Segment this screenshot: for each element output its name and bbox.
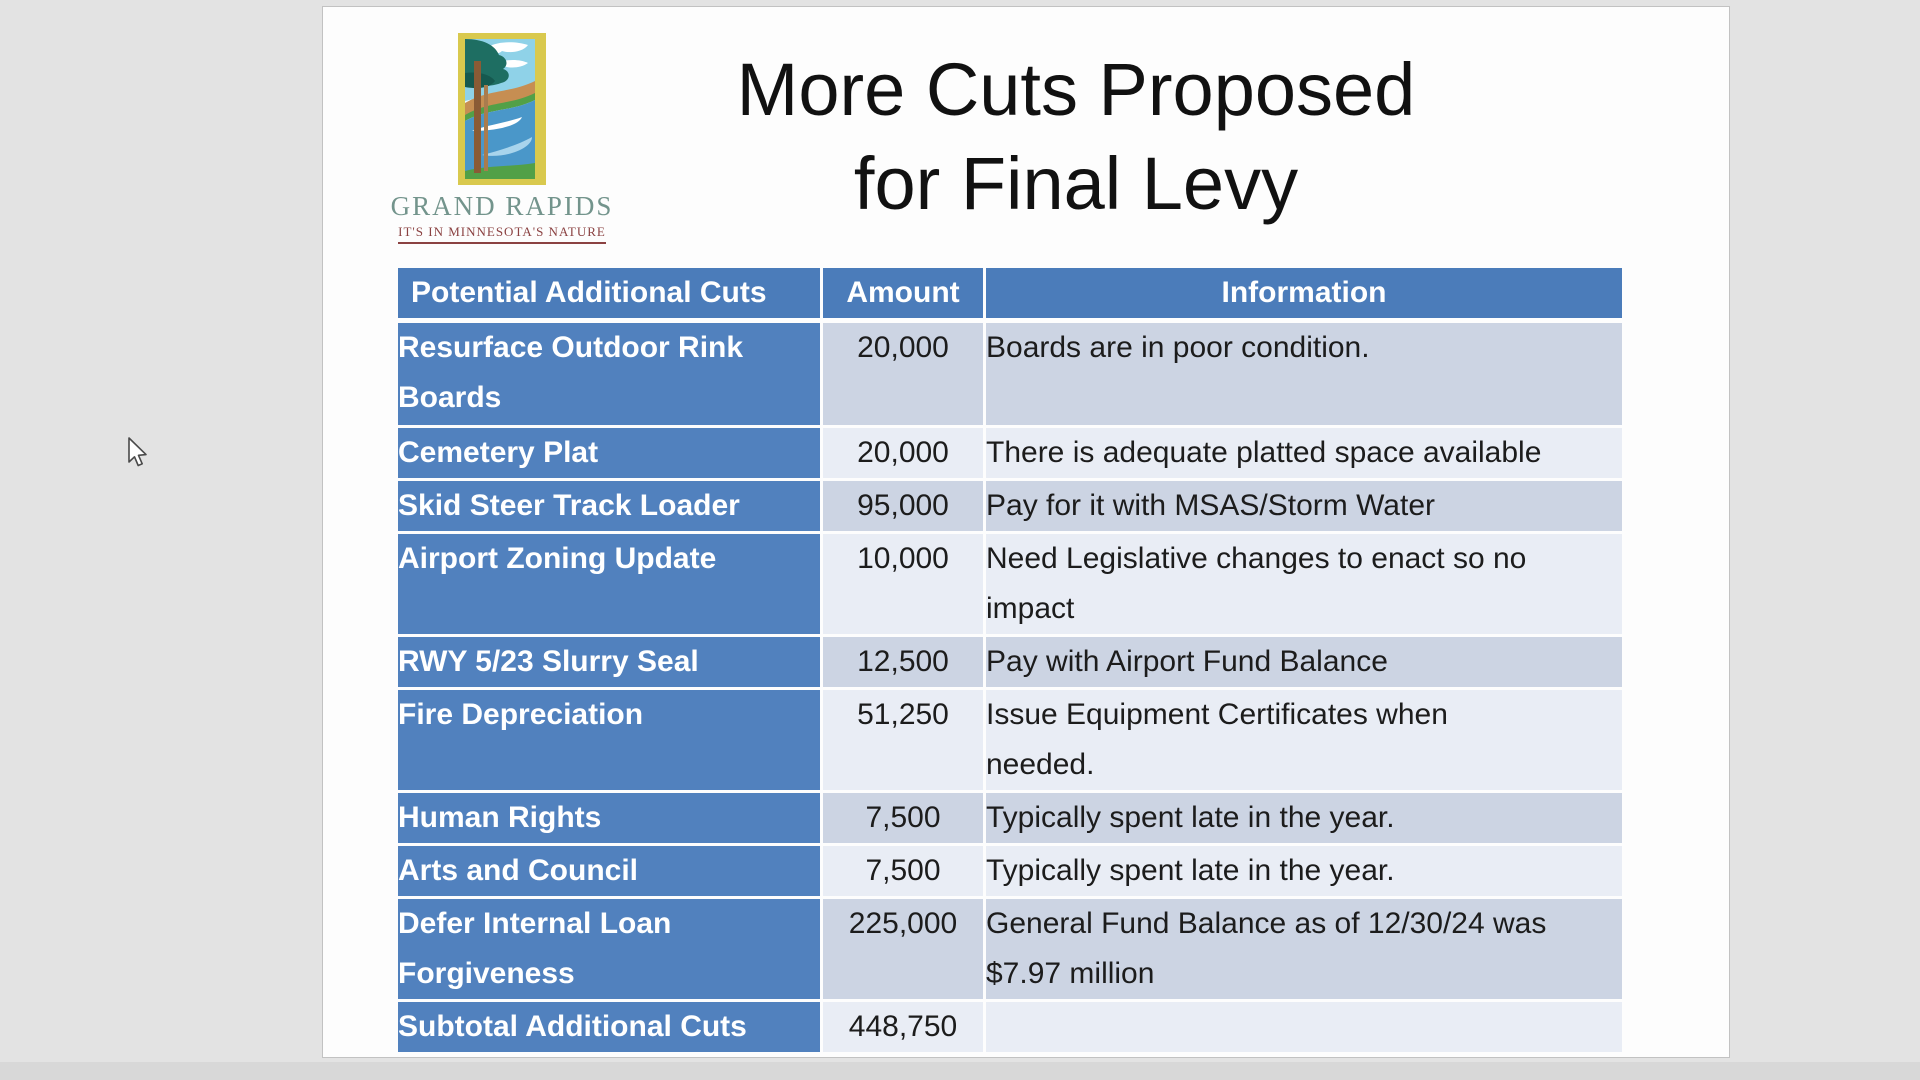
cut-item-cell: Defer Internal Loan Forgiveness xyxy=(398,899,820,999)
table-header-row: Potential Additional Cuts Amount Informa… xyxy=(398,268,1622,320)
slide-title: More Cuts Proposed for Final Levy xyxy=(443,43,1709,231)
table-row: Human Rights 7,500 Typically spent late in… xyxy=(398,793,1622,843)
table-row: Skid Steer Track Loader 95,000 Pay for it … xyxy=(398,481,1622,531)
cut-item-cell: Fire Depreciation xyxy=(398,690,820,790)
slide-title-line1: More Cuts Proposed xyxy=(736,48,1416,131)
table-row: Arts and Council 7,500 Typically spent lat… xyxy=(398,846,1622,896)
table-row: Airport Zoning Update 10,000 Need Legislat… xyxy=(398,534,1622,634)
grand-rapids-logo-icon xyxy=(458,33,546,185)
amount-cell: 20,000 xyxy=(823,428,983,478)
header-amount: Amount xyxy=(823,268,983,320)
info-cell: Boards are in poor condition. xyxy=(986,323,1622,425)
info-cell xyxy=(986,1002,1622,1052)
logo-wordmark: GRAND RAPIDS xyxy=(390,191,614,221)
amount-cell: 51,250 xyxy=(823,690,983,790)
amount-cell: 7,500 xyxy=(823,793,983,843)
table-row: Defer Internal Loan Forgiveness 225,000 Ge… xyxy=(398,899,1622,999)
amount-cell: 20,000 xyxy=(823,323,983,425)
amount-cell: 225,000 xyxy=(823,899,983,999)
info-cell: Need Legislative changes to enact so no … xyxy=(986,534,1622,634)
cut-item-cell: RWY 5/23 Slurry Seal xyxy=(398,637,820,687)
info-cell: Pay for it with MSAS/Storm Water xyxy=(986,481,1622,531)
header-potential-additional-cuts: Potential Additional Cuts xyxy=(398,268,820,320)
cut-item-cell: Human Rights xyxy=(398,793,820,843)
info-cell: Issue Equipment Certificates when needed… xyxy=(986,690,1622,790)
bottom-strip xyxy=(0,1062,1920,1080)
cut-item-cell: Skid Steer Track Loader xyxy=(398,481,820,531)
slide-title-line2: for Final Levy xyxy=(853,142,1299,225)
amount-cell: 10,000 xyxy=(823,534,983,634)
table-row: Cemetery Plat 20,000 There is adequate pla… xyxy=(398,428,1622,478)
amount-cell: 7,500 xyxy=(823,846,983,896)
cuts-table-body: Resurface Outdoor Rink Boards 20,000 Board… xyxy=(398,323,1622,1052)
header-information: Information xyxy=(986,268,1622,320)
info-cell: Typically spent late in the year. xyxy=(986,793,1622,843)
slide: GRAND RAPIDS IT'S IN MINNESOTA'S NATURE … xyxy=(322,6,1730,1058)
table-row: Fire Depreciation 51,250 Issue Equipment C… xyxy=(398,690,1622,790)
grand-rapids-logo: GRAND RAPIDS IT'S IN MINNESOTA'S NATURE xyxy=(372,33,632,244)
info-cell: Typically spent late in the year. xyxy=(986,846,1622,896)
cuts-table: Potential Additional Cuts Amount Informa… xyxy=(395,265,1625,1055)
logo-tagline: IT'S IN MINNESOTA'S NATURE xyxy=(398,224,606,244)
info-cell: There is adequate platted space availabl… xyxy=(986,428,1622,478)
table-row: Resurface Outdoor Rink Boards 20,000 Board… xyxy=(398,323,1622,425)
cut-item-cell: Arts and Council xyxy=(398,846,820,896)
cut-item-cell: Airport Zoning Update xyxy=(398,534,820,634)
cut-item-cell: Subtotal Additional Cuts xyxy=(398,1002,820,1052)
amount-cell: 12,500 xyxy=(823,637,983,687)
cut-item-cell: Cemetery Plat xyxy=(398,428,820,478)
info-cell: Pay with Airport Fund Balance xyxy=(986,637,1622,687)
info-cell: General Fund Balance as of 12/30/24 was … xyxy=(986,899,1622,999)
mouse-cursor-icon xyxy=(128,437,147,467)
amount-cell: 95,000 xyxy=(823,481,983,531)
amount-cell: 448,750 xyxy=(823,1002,983,1052)
cut-item-cell: Resurface Outdoor Rink Boards xyxy=(398,323,820,425)
table-row: Subtotal Additional Cuts 448,750 xyxy=(398,1002,1622,1052)
table-row: RWY 5/23 Slurry Seal 12,500 Pay with Airpo… xyxy=(398,637,1622,687)
